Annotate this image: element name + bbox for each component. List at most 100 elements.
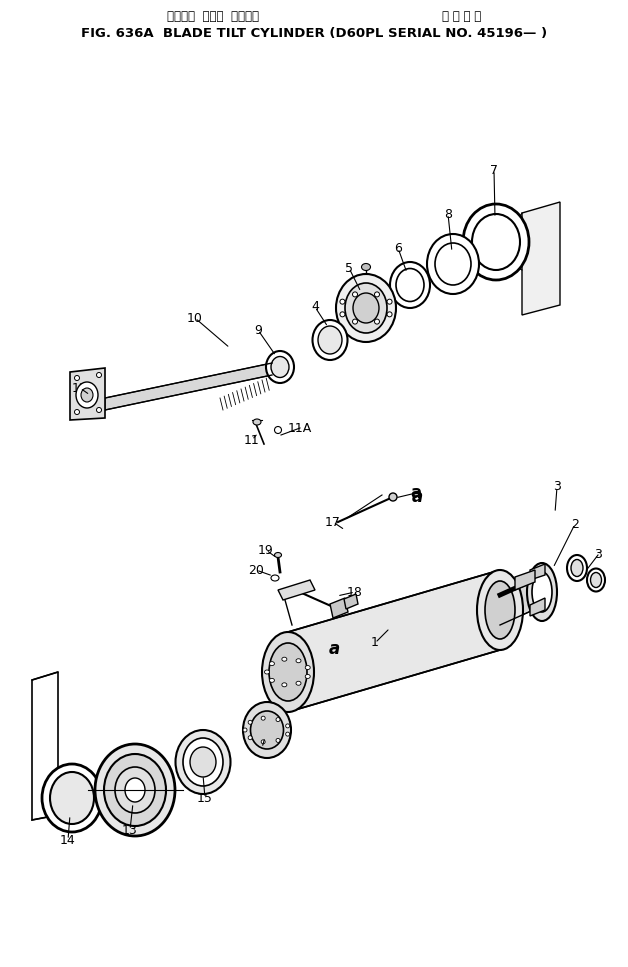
Ellipse shape [527, 563, 557, 621]
Text: 5: 5 [345, 261, 353, 275]
Text: 6: 6 [394, 242, 402, 254]
Polygon shape [344, 594, 358, 609]
Polygon shape [530, 564, 545, 580]
Polygon shape [32, 672, 58, 820]
Ellipse shape [269, 679, 274, 683]
Text: 17: 17 [325, 515, 341, 529]
Polygon shape [330, 598, 348, 618]
Text: 12: 12 [72, 382, 88, 395]
Ellipse shape [42, 764, 102, 832]
Ellipse shape [274, 426, 281, 433]
Ellipse shape [362, 263, 371, 271]
Ellipse shape [390, 262, 430, 308]
Ellipse shape [340, 311, 345, 317]
Ellipse shape [567, 555, 587, 581]
Ellipse shape [435, 243, 471, 285]
Polygon shape [278, 580, 315, 600]
Text: 9: 9 [254, 324, 262, 337]
Ellipse shape [190, 747, 216, 777]
Ellipse shape [248, 736, 252, 740]
Ellipse shape [266, 351, 294, 383]
Ellipse shape [261, 740, 265, 744]
Ellipse shape [95, 744, 175, 836]
Ellipse shape [427, 234, 479, 294]
Text: 11A: 11A [288, 422, 312, 434]
Text: a: a [411, 488, 423, 506]
Ellipse shape [81, 388, 93, 402]
Text: 3: 3 [594, 548, 602, 562]
Ellipse shape [318, 326, 342, 354]
Ellipse shape [276, 718, 280, 721]
Ellipse shape [243, 728, 247, 732]
Ellipse shape [313, 320, 347, 360]
Ellipse shape [115, 767, 155, 813]
Text: 14: 14 [60, 834, 76, 846]
Text: 8: 8 [444, 208, 452, 220]
Text: 適 用 号 機: 適 用 号 機 [442, 11, 482, 23]
Ellipse shape [248, 720, 252, 724]
Ellipse shape [125, 778, 145, 802]
Ellipse shape [353, 293, 379, 323]
Text: 19: 19 [258, 543, 274, 556]
Ellipse shape [282, 683, 287, 687]
Ellipse shape [75, 375, 80, 380]
Text: 15: 15 [197, 792, 213, 805]
Ellipse shape [590, 572, 602, 588]
Text: 13: 13 [122, 824, 138, 836]
Text: 11: 11 [244, 433, 260, 447]
Ellipse shape [305, 665, 310, 669]
Polygon shape [515, 570, 535, 590]
Ellipse shape [264, 670, 269, 674]
Ellipse shape [374, 319, 379, 324]
Ellipse shape [286, 732, 290, 736]
Ellipse shape [587, 569, 605, 592]
Ellipse shape [352, 319, 357, 324]
Text: a: a [328, 640, 340, 658]
Ellipse shape [262, 632, 314, 712]
Text: 16: 16 [254, 742, 270, 754]
Ellipse shape [345, 283, 387, 333]
Ellipse shape [251, 711, 283, 749]
Ellipse shape [571, 560, 583, 576]
Ellipse shape [175, 730, 230, 794]
Polygon shape [500, 577, 540, 625]
Ellipse shape [296, 682, 301, 686]
Ellipse shape [104, 754, 166, 826]
Ellipse shape [387, 311, 392, 317]
Ellipse shape [75, 409, 80, 415]
Ellipse shape [296, 659, 301, 662]
Ellipse shape [396, 269, 424, 302]
Text: 1: 1 [371, 636, 379, 650]
Ellipse shape [352, 292, 357, 297]
Ellipse shape [274, 552, 281, 558]
Ellipse shape [276, 739, 280, 743]
Text: ブレード  チルト  シリンダ: ブレード チルト シリンダ [167, 11, 259, 23]
Text: 7: 7 [490, 163, 498, 177]
Ellipse shape [253, 419, 261, 425]
Ellipse shape [271, 357, 289, 377]
Ellipse shape [183, 738, 223, 786]
Text: FIG. 636A  BLADE TILT CYLINDER (D60PL SERIAL NO. 45196— ): FIG. 636A BLADE TILT CYLINDER (D60PL SER… [81, 26, 547, 40]
Text: 3: 3 [553, 481, 561, 493]
Ellipse shape [387, 299, 392, 305]
Polygon shape [522, 202, 560, 315]
Text: 18: 18 [347, 585, 363, 599]
Ellipse shape [336, 274, 396, 342]
Ellipse shape [286, 724, 290, 728]
Ellipse shape [97, 372, 102, 377]
Ellipse shape [271, 575, 279, 581]
Ellipse shape [305, 674, 310, 679]
Ellipse shape [463, 204, 529, 280]
Ellipse shape [76, 382, 98, 408]
Ellipse shape [485, 581, 515, 639]
Ellipse shape [472, 214, 520, 270]
Polygon shape [530, 598, 545, 616]
Ellipse shape [282, 658, 287, 661]
Ellipse shape [389, 493, 397, 501]
Ellipse shape [340, 299, 345, 305]
Text: 4: 4 [311, 301, 319, 313]
Ellipse shape [50, 772, 94, 824]
Polygon shape [70, 368, 105, 420]
Polygon shape [288, 570, 500, 712]
Ellipse shape [477, 570, 523, 650]
